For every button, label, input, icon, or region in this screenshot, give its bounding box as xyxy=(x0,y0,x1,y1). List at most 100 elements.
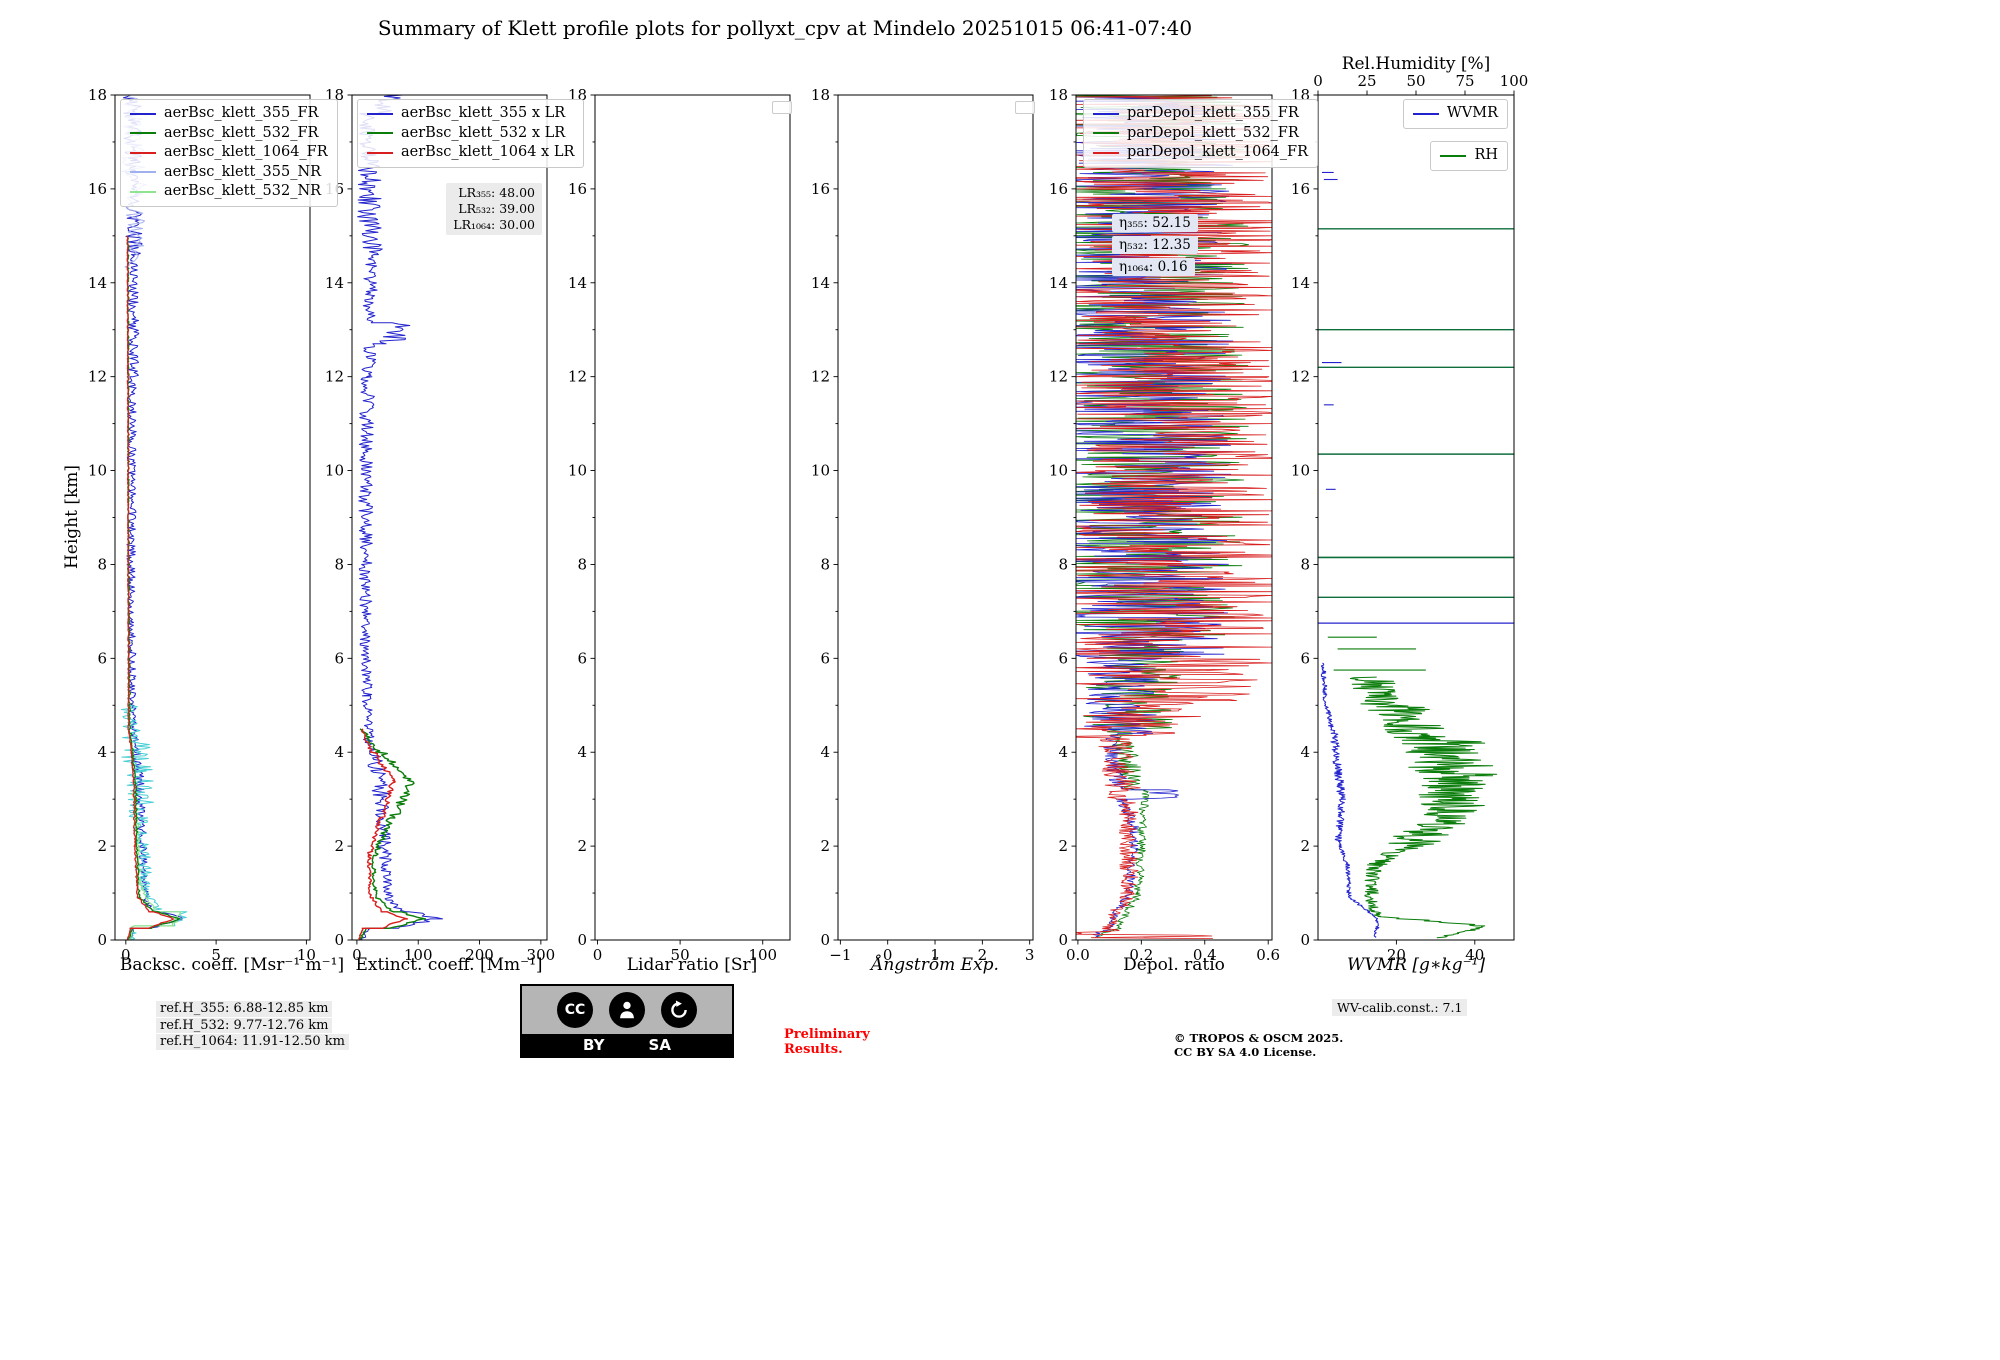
svg-text:0: 0 xyxy=(121,946,131,964)
svg-text:8: 8 xyxy=(577,555,587,573)
svg-text:6: 6 xyxy=(1058,649,1068,667)
svg-text:25: 25 xyxy=(1357,72,1376,90)
annotation-line: LR₁₀₆₄: 30.00 xyxy=(453,217,535,232)
svg-text:20: 20 xyxy=(1387,946,1406,964)
annotation-eta-values: η₃₅₅: 52.15 η₅₃₂: 12.35 η₁₀₆₄: 0.16 xyxy=(1112,214,1198,280)
svg-text:2: 2 xyxy=(1300,837,1310,855)
svg-text:0: 0 xyxy=(577,931,587,949)
xlabel-lidar-ratio: Lidar ratio [Sr] xyxy=(626,955,758,975)
copyright-line1: © TROPOS & OSCM 2025. xyxy=(1174,1031,1344,1045)
svg-text:16: 16 xyxy=(1291,180,1310,198)
svg-text:6: 6 xyxy=(334,649,344,667)
svg-text:12: 12 xyxy=(568,368,587,386)
svg-text:4: 4 xyxy=(1300,743,1310,761)
legend-item: aerBsc_klett_355 x LR xyxy=(367,104,574,124)
svg-text:50: 50 xyxy=(671,946,690,964)
svg-text:16: 16 xyxy=(811,180,830,198)
legend-item: parDepol_klett_355_FR xyxy=(1093,104,1308,124)
legend-label: aerBsc_klett_355_FR xyxy=(164,105,319,121)
legend-rh: RH xyxy=(1430,141,1508,171)
panel-series-wvmr xyxy=(1318,171,1514,939)
svg-text:50: 50 xyxy=(1406,72,1425,90)
annotation-line: LR₃₅₅: 48.00 xyxy=(458,185,535,200)
legend-label: aerBsc_klett_532 x LR xyxy=(401,124,566,141)
svg-text:2: 2 xyxy=(978,946,988,964)
legend-label: aerBsc_klett_532_NR xyxy=(164,183,322,199)
svg-text:14: 14 xyxy=(1291,274,1310,292)
svg-text:100: 100 xyxy=(1500,72,1529,90)
svg-text:6: 6 xyxy=(577,649,587,667)
svg-text:200: 200 xyxy=(465,946,494,964)
svg-text:0: 0 xyxy=(334,931,344,949)
svg-text:10: 10 xyxy=(1049,462,1068,480)
svg-text:10: 10 xyxy=(811,462,830,480)
svg-text:14: 14 xyxy=(811,274,830,292)
xlabel-wvmr: WVMR [g∗kg⁻¹] xyxy=(1346,955,1486,975)
svg-text:0: 0 xyxy=(820,931,830,949)
svg-text:−1: −1 xyxy=(829,946,851,964)
svg-text:16: 16 xyxy=(1049,180,1068,198)
annotation-lidar-ratios: LR₃₅₅: 48.00 LR₅₃₂: 39.00 LR₁₀₆₄: 30.00 xyxy=(446,183,542,235)
svg-text:6: 6 xyxy=(97,649,107,667)
legend-item: aerBsc_klett_1064_FR xyxy=(130,143,328,163)
series-aerBsc_klett_1064_FR xyxy=(126,235,175,940)
legend-depol: parDepol_klett_355_FR parDepol_klett_532… xyxy=(1083,99,1319,168)
svg-text:100: 100 xyxy=(404,946,433,964)
svg-text:1: 1 xyxy=(930,946,940,964)
refh-532: ref.H_532: 9.77-12.76 km xyxy=(156,1017,333,1033)
cc-by-label: BY xyxy=(583,1036,605,1054)
legend-label: aerBsc_klett_532_FR xyxy=(164,124,319,141)
series-parDepol_klett_1064_FR xyxy=(1076,95,1272,939)
legend-label: parDepol_klett_532_FR xyxy=(1127,124,1299,141)
legend-label: aerBsc_klett_355_NR xyxy=(164,163,322,180)
panel-depol-ratio: 0.0 0.2 0.4 0.6 0 2 4 6 8 10 12 14 16 18 xyxy=(1049,86,1280,964)
legend-label: RH xyxy=(1474,147,1498,163)
legend-item: aerBsc_klett_1064 x LR xyxy=(367,143,574,163)
svg-text:8: 8 xyxy=(334,555,344,573)
legend-angstroem-empty xyxy=(1015,101,1035,114)
svg-text:8: 8 xyxy=(1300,555,1310,573)
figure-title: Summary of Klett profile plots for polly… xyxy=(377,16,1193,40)
svg-text:8: 8 xyxy=(97,555,107,573)
svg-text:10: 10 xyxy=(88,462,107,480)
legend-swatch xyxy=(1093,132,1119,135)
legend-item: aerBsc_klett_355_FR xyxy=(130,104,328,124)
xlabel-backscatter: Backsc. coeff. [Msr⁻¹ m⁻¹] xyxy=(119,955,345,975)
svg-text:0.0: 0.0 xyxy=(1066,946,1090,964)
top-axis-label-rh: Rel.Humidity [%] xyxy=(1341,54,1491,74)
wv-calibration-constant: WV-calib.const.: 7.1 xyxy=(1332,999,1468,1016)
svg-text:4: 4 xyxy=(334,743,344,761)
cc-sa-label: SA xyxy=(648,1036,671,1054)
legend-backscatter: aerBsc_klett_355_FR aerBsc_klett_532_FR … xyxy=(120,99,338,207)
svg-text:2: 2 xyxy=(97,837,107,855)
legend-label: aerBsc_klett_1064 x LR xyxy=(401,144,575,160)
svg-text:14: 14 xyxy=(325,274,344,292)
cc-sa-arrow-icon xyxy=(661,992,697,1028)
svg-text:12: 12 xyxy=(1291,368,1310,386)
legend-swatch xyxy=(367,132,393,135)
annotation-line: η₁₀₆₄: 0.16 xyxy=(1112,258,1195,276)
series-aerBsc_klett_1064_x_LR xyxy=(358,728,409,940)
xlabel-extinction: Extinct. coeff. [Mm⁻¹] xyxy=(355,955,543,975)
legend-swatch xyxy=(1412,112,1439,115)
legend-item: parDepol_klett_1064_FR xyxy=(1093,143,1308,163)
legend-label: parDepol_klett_355_FR xyxy=(1127,105,1299,121)
svg-text:4: 4 xyxy=(577,743,587,761)
refh-355: ref.H_355: 6.88-12.85 km xyxy=(156,1001,333,1017)
svg-text:40: 40 xyxy=(1465,946,1484,964)
cc-by-person-icon xyxy=(609,992,645,1028)
series-aerBsc_klett_355_x_LR xyxy=(357,95,443,940)
series-aerBsc_klett_532_x_LR xyxy=(359,728,427,940)
preliminary-line2: Results. xyxy=(784,1042,843,1057)
svg-text:0.4: 0.4 xyxy=(1193,946,1217,964)
series-RH xyxy=(1349,676,1498,939)
legend-swatch xyxy=(1093,112,1119,115)
annotation-line: η₅₃₂: 12.35 xyxy=(1112,236,1198,254)
legend-extinction: aerBsc_klett_355 x LR aerBsc_klett_532 x… xyxy=(357,99,585,168)
svg-text:0: 0 xyxy=(97,931,107,949)
legend-label: aerBsc_klett_355 x LR xyxy=(401,105,566,121)
svg-text:14: 14 xyxy=(568,274,587,292)
panel-series-extinction xyxy=(357,95,443,940)
